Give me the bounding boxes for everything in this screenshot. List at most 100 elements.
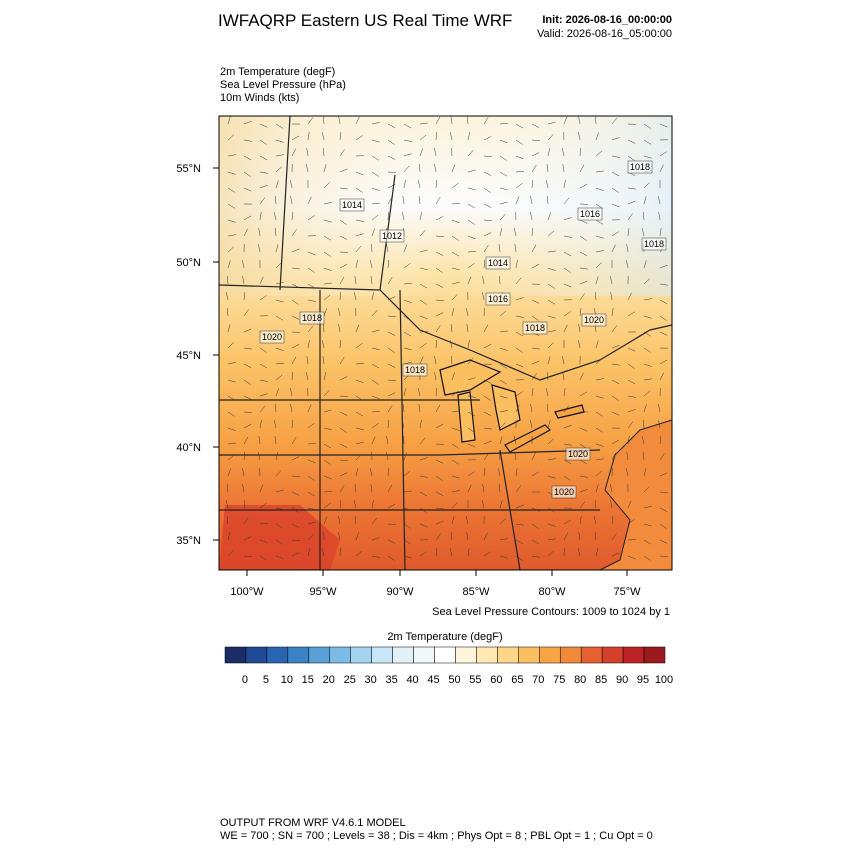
wind-barb (610, 276, 613, 285)
wind-barb (371, 517, 378, 525)
wind-barb (307, 459, 316, 464)
wind-barb (579, 427, 588, 432)
wind-barb (259, 295, 267, 301)
wind-barb (338, 516, 341, 525)
wind-barb (227, 116, 231, 125)
wind-barb (242, 276, 245, 285)
wind-barb (579, 475, 588, 478)
wind-barb (499, 213, 506, 221)
wind-barb (323, 294, 331, 301)
footer-line: OUTPUT FROM WRF V4.6.1 MODEL (220, 817, 406, 829)
colorbar-label: 0 (242, 674, 248, 686)
wind-barb (643, 505, 652, 509)
wind-barb (483, 379, 492, 384)
wind-barb (658, 420, 661, 429)
wind-barb (307, 283, 316, 289)
wind-barb (291, 283, 300, 288)
wind-barb (403, 139, 412, 142)
wind-barb (499, 436, 503, 445)
wind-barb (467, 149, 474, 157)
wind-barb (547, 267, 556, 271)
wind-barb (451, 427, 460, 431)
wind-barb (371, 122, 380, 125)
wind-barb (659, 228, 662, 237)
wind-barb (435, 235, 444, 237)
wind-barb (595, 443, 604, 447)
wind-barb (627, 519, 635, 525)
wind-barb (338, 532, 341, 541)
wind-barb (275, 388, 279, 397)
wind-barb (531, 555, 540, 558)
wind-barb (259, 171, 268, 174)
wind-barb (547, 538, 556, 541)
wind-barb (290, 404, 293, 413)
wind-barb (483, 551, 491, 557)
wind-barb (435, 216, 444, 221)
wind-barb (371, 187, 380, 191)
wind-barb (483, 117, 489, 125)
wind-barb (595, 235, 604, 239)
wind-barb (515, 297, 524, 301)
colorbar-label: 60 (490, 674, 502, 686)
wind-barb (417, 388, 421, 397)
wind-barb (227, 442, 236, 445)
wind-barb (355, 219, 364, 222)
wind-barb (387, 196, 393, 205)
wind-barb (369, 468, 373, 477)
wind-barb (307, 340, 310, 349)
wind-barb (595, 427, 603, 433)
wind-barb (627, 347, 636, 352)
wind-barb (514, 244, 517, 253)
wind-barb (467, 427, 475, 433)
field-label: 2m Temperature (degF) (220, 66, 335, 78)
wind-barb (259, 347, 267, 353)
wind-barb (227, 549, 234, 557)
wind-barb (435, 251, 444, 256)
wind-barb (610, 292, 613, 301)
wind-barb (579, 251, 588, 256)
wind-barb (594, 532, 597, 541)
wind-barb (643, 331, 651, 337)
map (218, 115, 673, 571)
wind-barb (659, 507, 668, 512)
field-label: Sea Level Pressure (hPa) (220, 79, 346, 91)
wind-barb (275, 262, 282, 269)
wind-barb (259, 185, 268, 189)
wind-barb (435, 116, 441, 125)
wind-barb (499, 484, 501, 493)
wind-barb (291, 491, 300, 496)
wind-barb (434, 164, 437, 173)
wind-barb (371, 202, 380, 205)
wind-barb (451, 372, 455, 381)
wind-barb (498, 452, 501, 461)
wind-barb (371, 228, 375, 237)
wind-barb (419, 299, 427, 305)
wind-barb (419, 134, 427, 141)
wind-barb (578, 116, 581, 125)
wind-barb (595, 458, 604, 461)
wind-barb (595, 378, 604, 381)
wind-barb (595, 262, 602, 269)
wind-barb (499, 330, 508, 333)
wind-barb (547, 299, 555, 305)
wind-barb (243, 228, 248, 237)
wind-barb (659, 523, 667, 529)
wind-barb (307, 215, 315, 221)
wind-barb (419, 148, 423, 157)
wind-barb (451, 251, 459, 257)
wind-barb (611, 379, 620, 385)
wind-barb (450, 324, 453, 333)
wind-barb (562, 372, 565, 381)
colorbar-box (434, 646, 456, 664)
contour-label: 1018 (644, 239, 664, 249)
wind-barb (387, 123, 396, 128)
wind-barb (291, 248, 300, 253)
wind-barb (547, 404, 549, 413)
wind-barb (483, 260, 485, 269)
wind-barb (225, 292, 229, 301)
wind-barb (578, 548, 581, 557)
wind-barb (291, 420, 293, 429)
wind-barb (291, 212, 294, 221)
wind-barb (499, 228, 503, 237)
wind-barb (611, 244, 616, 253)
